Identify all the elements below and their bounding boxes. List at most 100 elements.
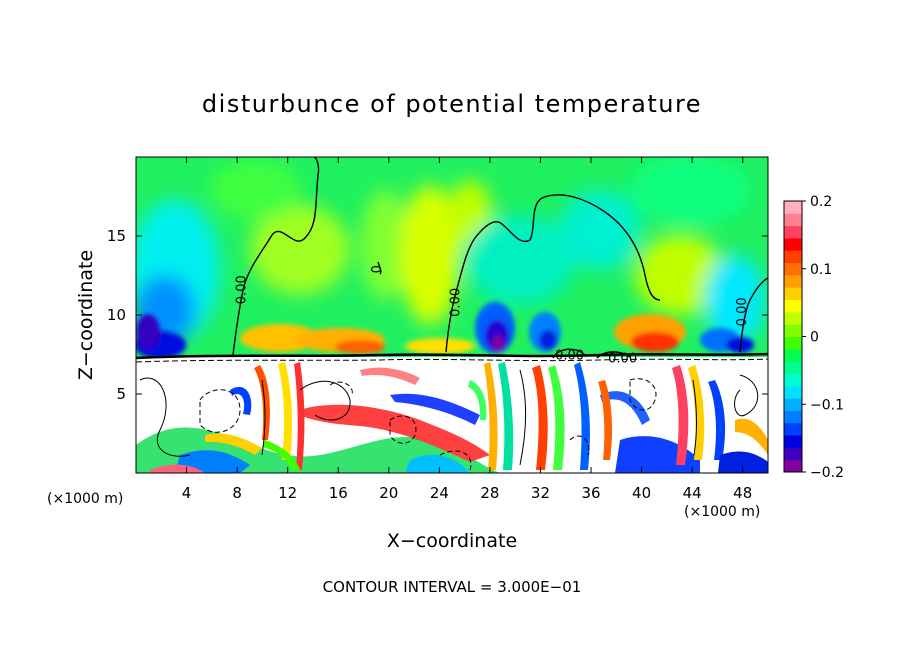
band (548, 365, 565, 470)
contour-line (569, 435, 590, 456)
contour-line (552, 348, 586, 359)
band (718, 451, 768, 473)
band (300, 404, 490, 462)
contour-label: 0 (370, 265, 385, 273)
band (175, 450, 250, 473)
colorbar-tick-label: 0.2 (810, 194, 832, 210)
colorbar-swatch (784, 422, 802, 436)
contour-line (139, 377, 191, 457)
contour-line (232, 157, 320, 356)
band (335, 340, 385, 354)
colorbar-swatch (784, 324, 802, 337)
band (405, 338, 475, 354)
contour-interval-footer: CONTOUR INTERVAL = 3.000E−01 (323, 578, 582, 596)
x-tick-label: 24 (430, 484, 449, 502)
x-tick-label: 20 (379, 484, 398, 502)
colorbar: 0.2 0.1 0 −0.1 −0.2 (783, 194, 844, 481)
y-tick-label: 10 (107, 306, 126, 324)
band (405, 454, 470, 473)
upper-field (136, 157, 768, 359)
x-tick-label: 36 (581, 484, 600, 502)
band (230, 386, 252, 415)
x-tick-label: 44 (683, 484, 702, 502)
colorbar-swatch (784, 435, 802, 448)
colorbar-tick-label: 0.1 (810, 262, 832, 278)
colorbar-swatch (784, 311, 802, 325)
colorbar-swatch (784, 250, 802, 264)
contour-line (329, 381, 353, 396)
band (708, 380, 726, 460)
contour-line (261, 379, 266, 456)
band (532, 365, 548, 470)
field-bands (136, 302, 754, 359)
colorbar-tick-label: −0.2 (810, 465, 844, 481)
lower-contours (139, 369, 759, 471)
colorbar-swatch (784, 287, 802, 301)
band (390, 393, 480, 425)
contour-line (439, 450, 472, 471)
zero-contours (232, 157, 768, 359)
tropopause-line (136, 358, 768, 363)
colorbar-swatch (784, 274, 802, 288)
contour-label: 0.00 (448, 288, 463, 317)
band (262, 440, 300, 470)
band (498, 362, 514, 470)
blob (560, 190, 640, 270)
plot-area (136, 157, 768, 473)
contour-line (734, 374, 759, 417)
colorbar-swatch (784, 410, 802, 424)
colorbar-swatch (784, 299, 802, 313)
blob (400, 185, 460, 325)
colorbar-swatch (784, 361, 802, 374)
colorbar-swatch (784, 398, 802, 411)
x-tick-label: 28 (480, 484, 499, 502)
band (468, 380, 487, 420)
colorbar-swatch (784, 459, 802, 473)
x-tick-label: 32 (531, 484, 550, 502)
contour-line (199, 389, 241, 433)
x-unit-right: (×1000 m) (684, 504, 760, 520)
blob (210, 160, 300, 220)
chart-title: disturbunce of potential temperature (202, 90, 702, 118)
blob (705, 255, 765, 345)
blob (465, 215, 575, 305)
band (631, 332, 679, 352)
contour-labels: 0.00 0.00 0.00 0.00 0.00 0 (235, 265, 751, 367)
contour-line (739, 277, 768, 353)
band (205, 433, 262, 455)
band (150, 464, 205, 473)
x-unit-left: (×1000 m) (47, 491, 123, 507)
band (484, 362, 498, 470)
colorbar-swatch (784, 373, 802, 387)
colorbar-swatch (784, 237, 802, 251)
x-tick-label: 16 (329, 484, 348, 502)
x-tick-label: 8 (232, 484, 242, 502)
contour-line (377, 261, 382, 275)
band (574, 362, 590, 470)
contour-label: 0.00 (555, 349, 584, 364)
band (254, 365, 270, 440)
contour-label: 0.00 (235, 275, 250, 304)
colorbar-tick-label: 0 (810, 330, 819, 346)
blob (635, 235, 725, 315)
y-tick-label: 5 (116, 385, 126, 403)
band (136, 314, 160, 350)
colorbar-swatch (784, 385, 802, 399)
colorbar-swatch (784, 336, 802, 350)
contour-line (596, 351, 631, 359)
colorbar-swatch (784, 262, 802, 276)
colorbar-swatch (784, 213, 802, 227)
blob (630, 157, 750, 225)
band (672, 365, 689, 465)
colorbar-swatch (784, 447, 802, 461)
contour-line (299, 380, 351, 421)
contour-line (445, 194, 661, 353)
band (360, 367, 420, 385)
band (278, 362, 293, 460)
colorbar-swatch (784, 348, 802, 362)
band (598, 380, 613, 460)
x-tick-label: 12 (278, 484, 297, 502)
y-tick-label: 15 (107, 227, 126, 245)
x-tick-label: 40 (632, 484, 651, 502)
